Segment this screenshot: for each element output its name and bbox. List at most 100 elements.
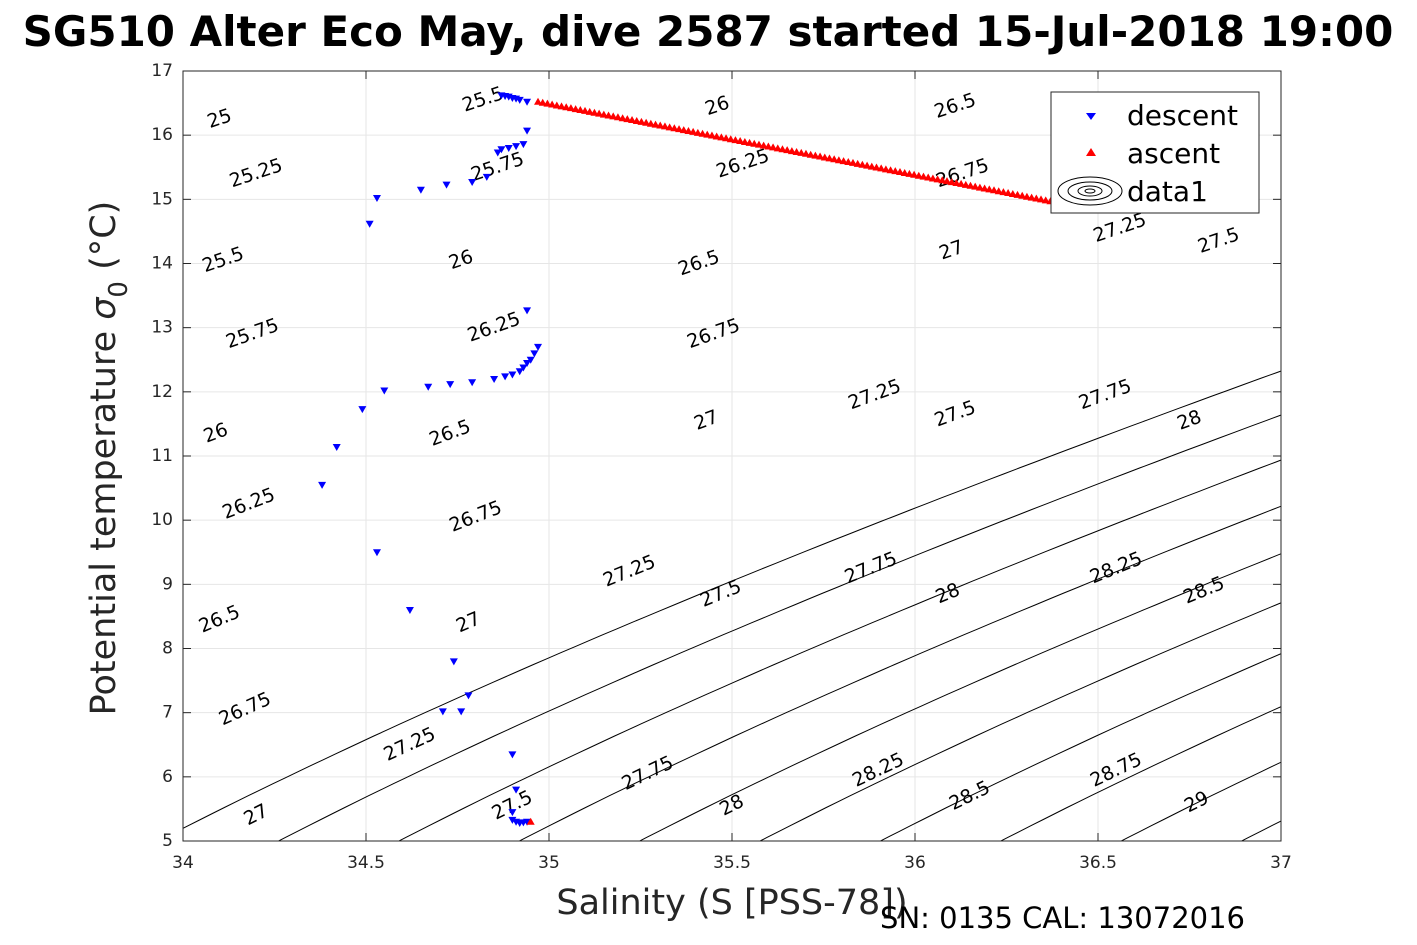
contour-label-12: 26.25 (465, 308, 524, 347)
descent-point-24 (519, 364, 528, 372)
contour-line-5 (759, 602, 1281, 841)
ascent-point-43 (736, 137, 745, 145)
ascent-point-73 (877, 164, 886, 172)
descent-point-27 (501, 373, 510, 381)
x-axis-label: Salinity (S [PSS-78]) (556, 883, 907, 923)
y-axis-label-unit: (°C) (84, 201, 124, 281)
ascent-point-83 (924, 173, 933, 181)
y-tick-label-11: 16 (151, 125, 173, 145)
contour-label-24: 27.5 (697, 575, 745, 611)
contour-line-10 (1301, 39, 1417, 873)
descent-point-42 (508, 751, 517, 759)
ascent-point-51 (773, 144, 782, 152)
ascent-point-78 (900, 168, 909, 176)
ascent-point-60 (816, 152, 825, 160)
descent-point-11 (519, 141, 528, 149)
descent-point-49 (523, 818, 532, 826)
ascent-point-88 (947, 178, 956, 186)
footer-serial-calibration: SN: 0135 CAL: 13072016 (880, 901, 1245, 935)
contour-label-42: 28.75 (1087, 748, 1146, 791)
contour-line-6 (879, 653, 1281, 841)
ascent-point-100 (1004, 189, 1013, 197)
ascent-point-38 (712, 132, 721, 140)
ascent-point-97 (990, 186, 999, 194)
legend-ascent-marker (1086, 148, 1096, 156)
contour-label-31: 27.5 (931, 396, 978, 431)
descent-point-37 (405, 607, 414, 614)
y-tick-label-10: 15 (151, 189, 173, 209)
descent-point-10 (512, 143, 521, 151)
y-tick-label-2: 7 (162, 703, 173, 723)
ascent-point-50 (769, 143, 778, 151)
ascent-point-89 (952, 179, 961, 187)
ascent-point-5 (557, 102, 566, 110)
x-tick-label-2: 35 (538, 853, 560, 873)
y-tick-label-8: 13 (151, 318, 173, 338)
ascent-point-92 (966, 181, 975, 189)
contour-label-15: 27 (453, 608, 484, 638)
ascent-point-37 (707, 131, 716, 139)
contour-label-21: 26.75 (684, 314, 743, 353)
ascent-point-2 (543, 99, 552, 107)
descent-point-7 (493, 149, 502, 157)
descent-point-6 (523, 98, 532, 106)
ascent-point-49 (764, 142, 773, 150)
descent-point-45 (508, 816, 517, 824)
contour-line-0 (183, 370, 1281, 829)
axis-ticks: 34 34.5 35 35.5 36 36.5 37 5 6 7 8 9 10 11 12 13 14 15 16 1… (151, 61, 1291, 873)
descent-point-40 (438, 708, 447, 716)
ascent-point-102 (1013, 190, 1022, 198)
contour-label-8: 27 (240, 800, 271, 831)
ascent-point-68 (853, 159, 862, 167)
ascent-point-3 (548, 100, 557, 108)
ascent-point-80 (910, 170, 919, 178)
x-tick-label-6: 37 (1270, 853, 1292, 873)
y-tick-label-6: 11 (151, 446, 173, 466)
ascent-point-39 (717, 133, 726, 141)
y-tick-label-5: 10 (151, 510, 173, 530)
ascent-point-9 (576, 106, 585, 114)
ascent-point-8 (571, 105, 580, 113)
contour-label-25: 27.75 (618, 751, 677, 794)
ascent-point-29 (670, 124, 679, 132)
descent-point-29 (468, 379, 477, 387)
ascent-point-48 (759, 141, 768, 149)
ascent-point-32 (684, 126, 693, 134)
x-tick-label-5: 36.5 (1079, 853, 1117, 873)
descent-point-38 (449, 658, 458, 666)
ascent-point-65 (839, 157, 848, 165)
ascent-point-104 (1022, 192, 1031, 200)
ascent-point-30 (675, 125, 684, 133)
ascent-point-14 (599, 110, 608, 118)
ascent-point-57 (801, 149, 810, 157)
ascent-point-4 (552, 101, 561, 109)
ascent-point-98 (994, 187, 1003, 195)
ascent-point-41 (726, 135, 735, 143)
ascent-point-31 (679, 126, 688, 134)
ascent-point-108 (1041, 196, 1050, 204)
ascent-point-70 (863, 161, 872, 169)
y-tick-label-3: 8 (162, 639, 173, 659)
ascent-point-35 (698, 129, 707, 137)
descent-point-5 (515, 96, 524, 104)
y-tick-label-12: 17 (151, 61, 173, 81)
y-tick-label-9: 14 (151, 254, 173, 274)
ascent-point-47 (754, 140, 763, 148)
ascent-point-27 (660, 122, 669, 130)
descent-point-44 (508, 809, 517, 817)
contour-label-13: 26.5 (426, 415, 473, 450)
ascent-point-72 (872, 163, 881, 171)
legend: descent ascent data1 (1050, 91, 1260, 214)
contour-label-6: 26.5 (196, 601, 244, 638)
y-axis-label-main: Potential temperature (84, 320, 124, 716)
contour-label-7: 26.75 (216, 688, 275, 730)
descent-point-28 (490, 376, 499, 383)
descent-point-32 (380, 387, 389, 395)
ascent-point-61 (820, 153, 829, 161)
ascent-point-77 (895, 168, 904, 176)
ascent-point-107 (1037, 195, 1046, 203)
descent-point-14 (468, 179, 477, 187)
y-axis-label-subscript: 0 (104, 281, 134, 298)
ascent-point-16 (609, 112, 618, 120)
descent-point-20 (534, 343, 543, 351)
